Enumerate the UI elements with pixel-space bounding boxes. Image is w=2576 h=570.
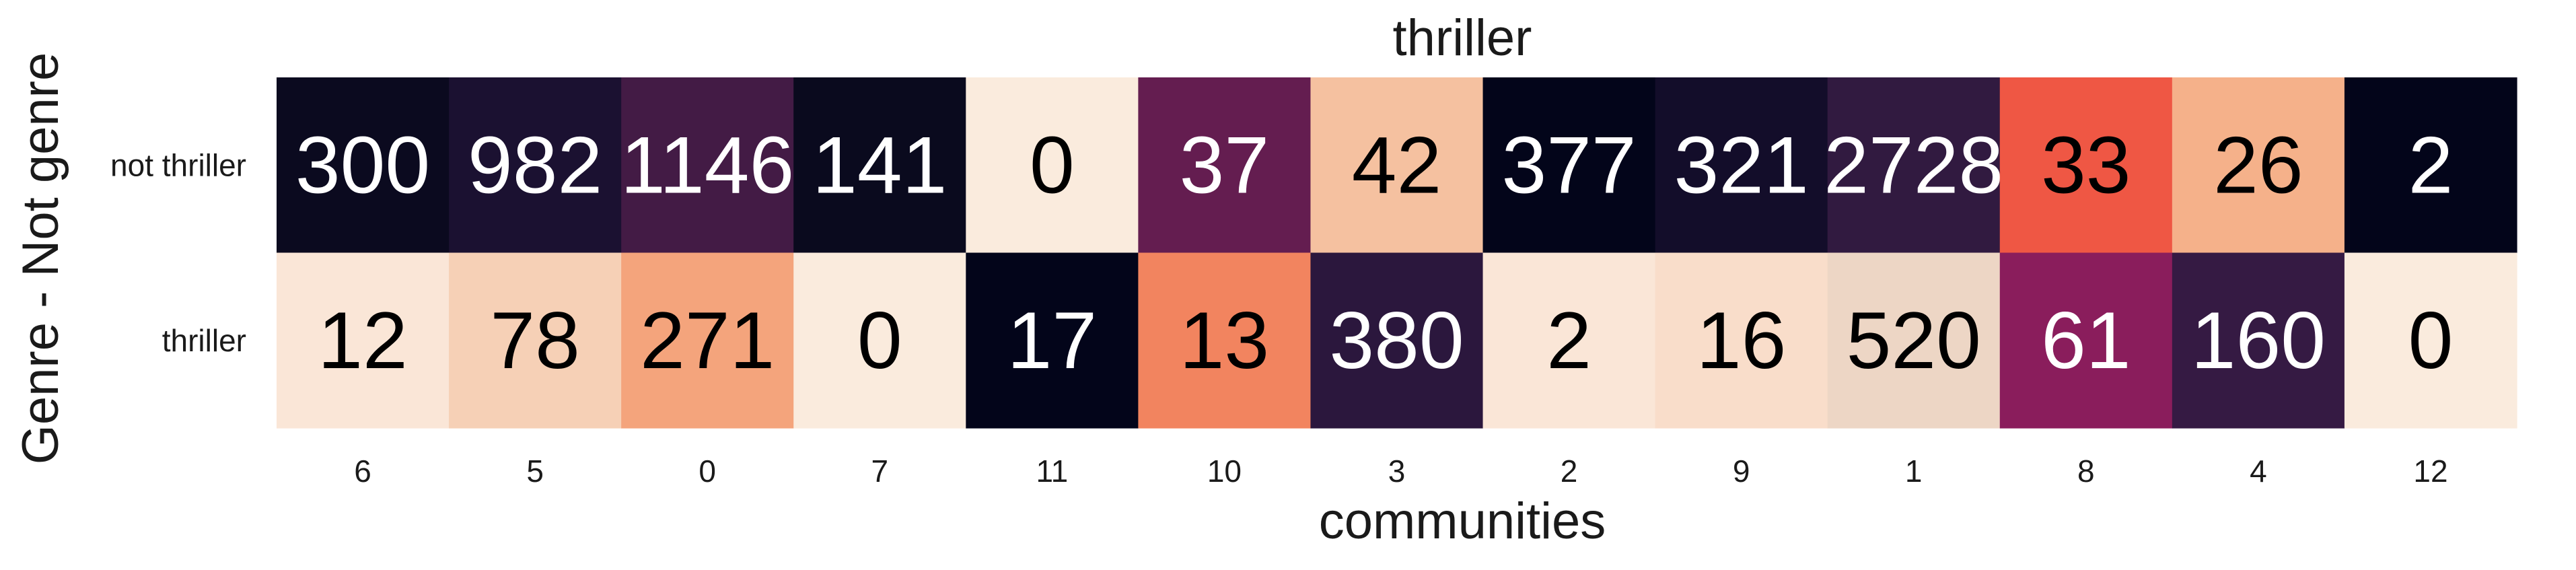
y-axis-label: Genre - Not genre bbox=[12, 52, 69, 465]
x-tick-label: 12 bbox=[2413, 454, 2447, 489]
heatmap-cell bbox=[1482, 252, 1656, 429]
heatmap-cell bbox=[1655, 77, 1828, 254]
heatmap-cell bbox=[1138, 252, 1312, 429]
heatmap-cell bbox=[1999, 252, 2173, 429]
x-tick-label: 2 bbox=[1561, 454, 1578, 489]
x-tick-labels: 6 5 0 7 11 10 3 2 9 1 8 4 12 bbox=[354, 454, 2447, 489]
heatmap-cell bbox=[793, 252, 966, 429]
x-tick-label: 9 bbox=[1733, 454, 1750, 489]
heatmap-cell bbox=[1310, 77, 1484, 254]
cell-value-label: 33 bbox=[2041, 120, 2131, 210]
cell-value-label: 12 bbox=[318, 295, 407, 386]
cell-value-label: 2728 bbox=[1824, 120, 2003, 210]
heatmap-cell bbox=[621, 77, 794, 254]
heatmap-cells: 300 982 1146 141 0 37 42 377 321 2728 33 26 2 12 78 271… bbox=[277, 77, 2517, 429]
x-tick-label: 10 bbox=[1207, 454, 1242, 489]
cell-value-label: 321 bbox=[1674, 120, 1809, 210]
cell-value-label: 982 bbox=[468, 120, 602, 210]
heatmap-cell bbox=[277, 252, 450, 429]
heatmap-cell bbox=[966, 252, 1139, 429]
cell-value-label: 37 bbox=[1180, 120, 1269, 210]
y-tick-label: thriller bbox=[162, 323, 246, 358]
heatmap-cell bbox=[1999, 77, 2173, 254]
cell-value-label: 0 bbox=[1030, 120, 1075, 210]
cell-value-label: 380 bbox=[1329, 295, 1464, 386]
cell-value-label: 160 bbox=[2191, 295, 2326, 386]
cell-value-label: 300 bbox=[295, 120, 430, 210]
x-tick-label: 0 bbox=[699, 454, 716, 489]
heatmap-cell bbox=[2172, 252, 2345, 429]
heatmap-cell bbox=[1482, 77, 1656, 254]
cell-value-label: 377 bbox=[1501, 120, 1636, 210]
cell-value-label: 61 bbox=[2041, 295, 2131, 386]
cell-value-label: 2 bbox=[2408, 120, 2454, 210]
cell-value-label: 141 bbox=[812, 120, 947, 210]
heatmap-cell bbox=[1655, 252, 1828, 429]
heatmap-cell bbox=[1138, 77, 1312, 254]
x-tick-label: 11 bbox=[1036, 454, 1068, 489]
y-tick-labels: not thriller thriller bbox=[110, 147, 246, 358]
cell-value-label: 0 bbox=[2408, 295, 2454, 386]
cell-value-label: 16 bbox=[1696, 295, 1786, 386]
x-tick-label: 8 bbox=[2077, 454, 2095, 489]
heatmap-cell bbox=[793, 77, 966, 254]
cell-value-label: 2 bbox=[1546, 295, 1591, 386]
cell-value-label: 42 bbox=[1352, 120, 1441, 210]
heatmap-cell bbox=[966, 77, 1139, 254]
cell-value-label: 1146 bbox=[620, 120, 794, 210]
cell-value-label: 17 bbox=[1007, 295, 1097, 386]
x-tick-label: 6 bbox=[354, 454, 371, 489]
y-tick-label: not thriller bbox=[110, 147, 246, 182]
x-tick-label: 7 bbox=[871, 454, 888, 489]
cell-value-label: 520 bbox=[1847, 295, 1981, 386]
heatmap-cell bbox=[449, 77, 622, 254]
cell-value-label: 271 bbox=[640, 295, 775, 386]
cell-value-label: 78 bbox=[490, 295, 579, 386]
heatmap-cell bbox=[1310, 252, 1484, 429]
cell-value-label: 13 bbox=[1180, 295, 1269, 386]
heatmap-cell bbox=[621, 252, 794, 429]
heatmap-cell bbox=[1827, 77, 2001, 254]
heatmap-cell bbox=[277, 77, 450, 254]
heatmap-cell bbox=[2344, 77, 2517, 254]
heatmap-cell bbox=[2172, 77, 2345, 254]
x-tick-label: 4 bbox=[2250, 454, 2267, 489]
heatmap-cell bbox=[449, 252, 622, 429]
heatmap-cell bbox=[1827, 252, 2001, 429]
x-tick-label: 1 bbox=[1905, 454, 1923, 489]
x-tick-label: 5 bbox=[526, 454, 544, 489]
x-tick-label: 3 bbox=[1388, 454, 1406, 489]
cell-value-label: 0 bbox=[857, 295, 902, 386]
cell-value-label: 26 bbox=[2213, 120, 2303, 210]
chart-title: thriller bbox=[1393, 9, 1532, 67]
x-axis-label: communities bbox=[1319, 493, 1606, 550]
heatmap-cell bbox=[2344, 252, 2517, 429]
